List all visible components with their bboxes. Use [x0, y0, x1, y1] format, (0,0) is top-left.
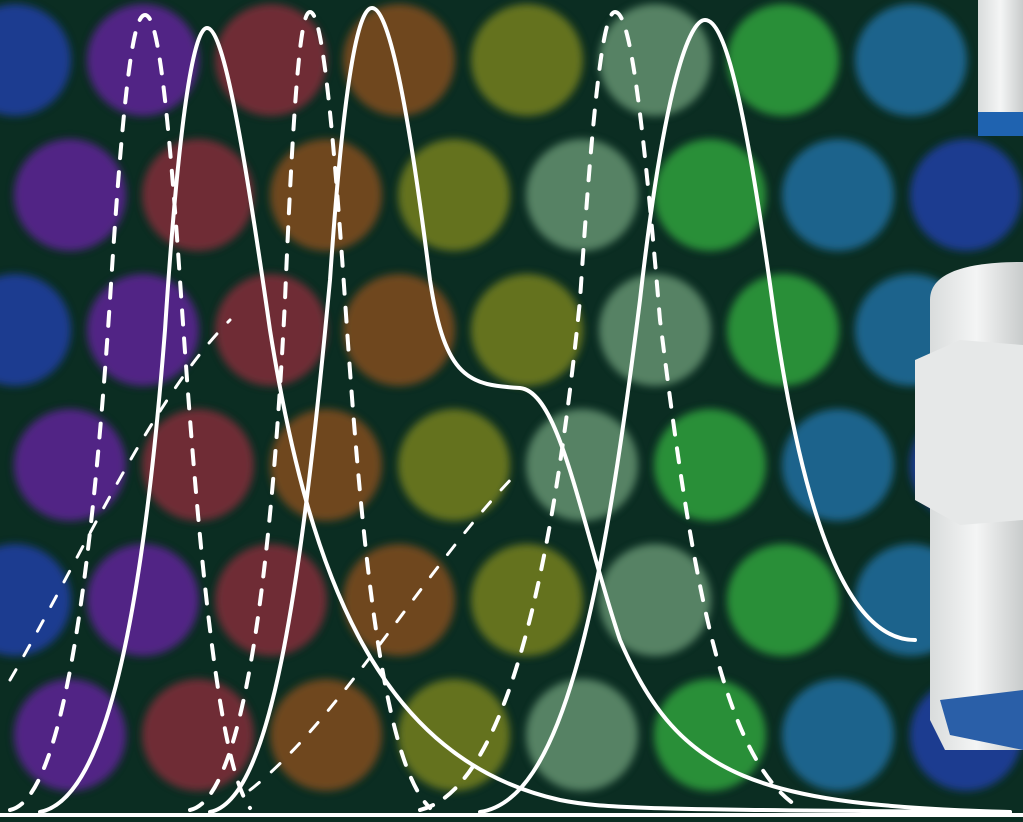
- dot: [910, 139, 1022, 251]
- instrument-band: [978, 112, 1023, 136]
- dot: [0, 544, 71, 656]
- dot: [14, 139, 126, 251]
- dot: [782, 679, 894, 791]
- dot: [526, 679, 638, 791]
- solid-peak: [38, 25, 1012, 814]
- dot: [599, 544, 711, 656]
- dot: [471, 274, 583, 386]
- dot: [599, 274, 711, 386]
- dashed-peak: [188, 9, 432, 812]
- dashed-shoulder: [248, 468, 522, 792]
- dashed-peak: [418, 9, 802, 812]
- dot: [87, 544, 199, 656]
- dot: [0, 274, 71, 386]
- dot: [142, 409, 254, 521]
- dot: [142, 139, 254, 251]
- dot: [782, 409, 894, 521]
- dot: [855, 4, 967, 116]
- spectra: [0, 5, 1023, 817]
- dot: [215, 4, 327, 116]
- dot: [727, 544, 839, 656]
- dot: [142, 679, 254, 791]
- dot: [599, 4, 711, 116]
- solid-peak: [208, 5, 1012, 814]
- dot: [654, 139, 766, 251]
- dot: [14, 679, 126, 791]
- dot: [727, 274, 839, 386]
- instrument-top: [978, 0, 1023, 112]
- dot: [14, 409, 126, 521]
- dot: [87, 274, 199, 386]
- dot: [727, 4, 839, 116]
- dot: [526, 409, 638, 521]
- dot: [398, 139, 510, 251]
- dashed-peak: [8, 12, 252, 812]
- dot: [0, 4, 71, 116]
- dot: [215, 544, 327, 656]
- dot: [87, 4, 199, 116]
- dot: [782, 139, 894, 251]
- dot: [398, 409, 510, 521]
- dot: [343, 544, 455, 656]
- dot: [654, 409, 766, 521]
- dot: [343, 4, 455, 116]
- dot: [398, 679, 510, 791]
- dashed-shoulder: [8, 318, 232, 682]
- instrument: [915, 0, 1023, 750]
- dot: [471, 4, 583, 116]
- dot: [270, 139, 382, 251]
- instrument-panel: [915, 340, 1023, 525]
- dot: [270, 409, 382, 521]
- solid-peak: [478, 17, 917, 814]
- dot: [270, 679, 382, 791]
- dot: [654, 679, 766, 791]
- dot: [343, 274, 455, 386]
- instrument-base: [940, 690, 1023, 750]
- dot: [526, 139, 638, 251]
- dot-grid: [0, 4, 1022, 791]
- dot: [471, 544, 583, 656]
